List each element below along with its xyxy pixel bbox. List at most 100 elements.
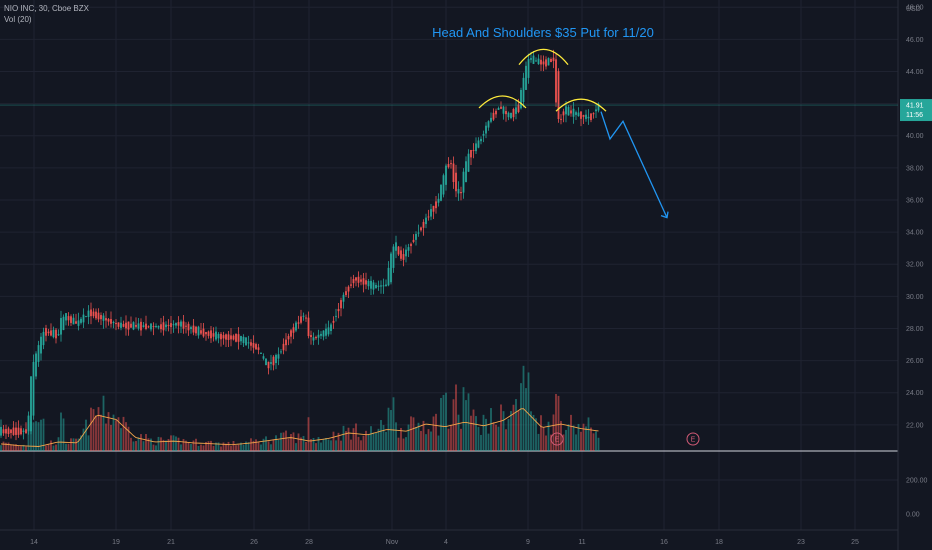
candle-body <box>300 316 302 323</box>
volume-bar <box>382 425 385 451</box>
volume-bar <box>490 408 492 451</box>
time-tick-label: 18 <box>715 539 723 546</box>
volume-bar <box>507 419 510 451</box>
candle-body <box>362 278 365 285</box>
candle-body <box>182 321 185 329</box>
candle-body <box>150 323 152 330</box>
volume-bar <box>337 432 340 451</box>
volume-bar <box>322 439 325 451</box>
volume-bar <box>202 445 205 451</box>
volume-bar <box>565 429 567 451</box>
candle-body <box>302 315 305 317</box>
candle-body <box>17 427 20 435</box>
volume-bar <box>385 431 387 451</box>
candle-body <box>85 316 87 318</box>
candle-body <box>40 336 42 354</box>
candle-body <box>572 108 575 117</box>
volume-bar <box>207 441 210 451</box>
candle-body <box>325 328 327 336</box>
volume-bar <box>7 442 10 451</box>
volume-bar <box>82 428 85 451</box>
volume-bar <box>210 440 212 451</box>
price-tick-label: 30.00 <box>906 294 924 301</box>
volume-bar <box>15 444 17 451</box>
candle-body <box>502 106 505 114</box>
volume-bar <box>367 433 370 451</box>
volume-bar <box>390 410 392 451</box>
volume-bar <box>550 434 552 451</box>
arrowhead <box>660 211 669 219</box>
volume-bar <box>275 435 277 451</box>
volume-bar <box>182 439 185 451</box>
volume-bar <box>77 438 80 451</box>
candle-body <box>450 163 452 165</box>
volume-bar <box>482 414 485 451</box>
volume-bar <box>460 428 462 451</box>
candle-body <box>122 324 125 327</box>
pattern-annotation: Head And Shoulders $35 Put for 11/20 <box>432 25 654 40</box>
candle-body <box>120 322 122 328</box>
volume-bar <box>147 438 150 451</box>
candle-body <box>202 328 205 337</box>
candle-body <box>92 311 95 317</box>
candle-body <box>62 316 65 331</box>
candle-body <box>545 59 547 67</box>
volume-bar <box>420 430 422 451</box>
volume-bar <box>502 411 505 451</box>
candle-body <box>70 316 72 323</box>
candle-body <box>82 314 85 323</box>
candle-body <box>585 114 587 119</box>
candle-body <box>55 329 57 339</box>
candle-body <box>565 106 567 115</box>
volume-bar <box>397 437 400 451</box>
volume-bar <box>195 438 197 451</box>
volume-bar <box>445 392 447 451</box>
candle-body <box>217 333 220 339</box>
candle-body <box>407 247 410 251</box>
volume-bar <box>200 444 202 451</box>
volume-bar <box>217 442 220 451</box>
volume-bar <box>307 417 310 451</box>
candle-body <box>90 309 92 317</box>
volume-bar <box>375 432 377 451</box>
volume-bar <box>265 436 267 451</box>
volume-bar <box>27 422 30 451</box>
candle-body <box>447 164 450 168</box>
candle-body <box>490 117 492 122</box>
volume-bar <box>67 443 70 451</box>
volume-bar <box>580 431 582 451</box>
candle-body <box>597 103 600 111</box>
volume-bar <box>70 438 72 451</box>
volume-bar <box>475 416 477 451</box>
candle-body <box>35 353 37 377</box>
time-tick-label: 28 <box>305 539 313 546</box>
shoulder-arc <box>478 95 527 109</box>
candle-body <box>57 334 60 336</box>
volume-bar <box>332 431 335 451</box>
volume-bar <box>512 404 515 451</box>
volume-bar <box>450 424 452 451</box>
volume-bar <box>312 437 315 451</box>
candle-body <box>587 116 590 119</box>
volume-tick-label: 200.00 <box>906 478 928 485</box>
volume-bar <box>537 433 540 451</box>
candle-body <box>45 328 47 336</box>
candle-body <box>2 429 5 434</box>
volume-bar <box>365 430 367 451</box>
volume-indicator-label: Vol (20) <box>4 15 32 24</box>
candle-body <box>25 429 27 434</box>
volume-bar <box>235 445 237 451</box>
volume-bar <box>500 404 502 451</box>
volume-bar <box>472 409 475 451</box>
volume-bar <box>422 420 425 451</box>
earnings-letter: E <box>555 437 560 444</box>
candle-body <box>540 59 542 65</box>
earnings-letter: E <box>691 437 696 444</box>
price-badge-countdown: 11:56 <box>906 112 923 119</box>
volume-bar <box>585 426 587 451</box>
volume-bar <box>152 444 155 451</box>
candle-body <box>535 60 537 62</box>
volume-bar <box>232 440 235 451</box>
volume-bar <box>315 443 317 451</box>
